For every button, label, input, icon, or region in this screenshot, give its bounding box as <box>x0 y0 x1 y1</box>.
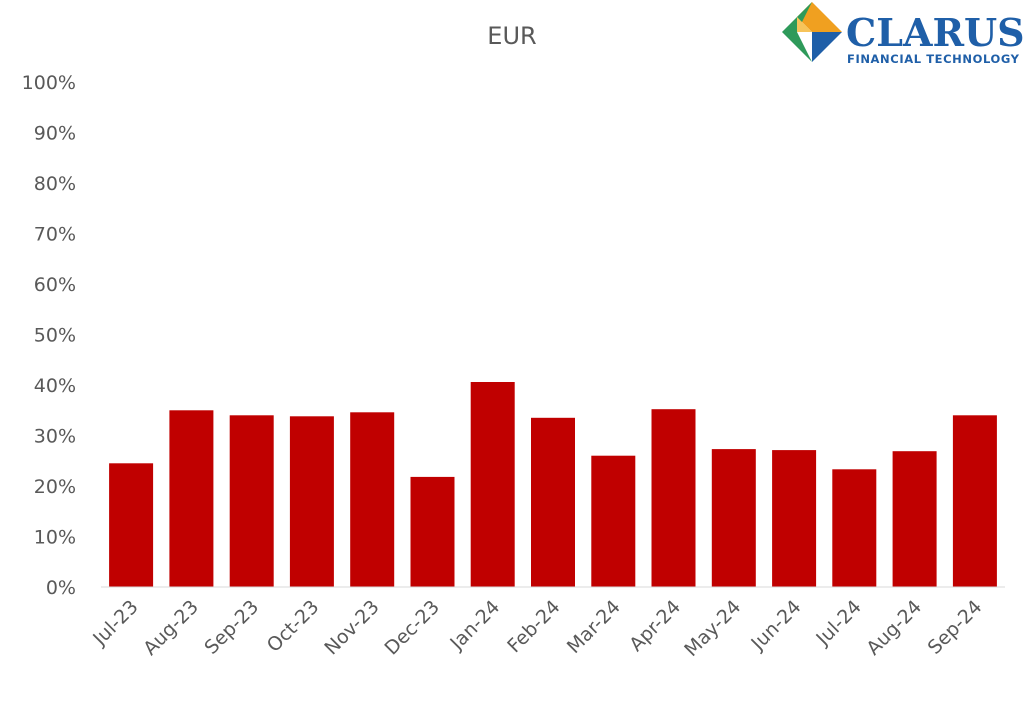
bar-oct-23 <box>289 416 334 587</box>
bar-sep-23 <box>229 415 274 587</box>
y-tick-label: 0% <box>46 577 76 599</box>
bar-feb-24 <box>531 417 575 587</box>
y-tick-label: 10% <box>34 527 76 549</box>
bar-aug-23 <box>169 410 214 588</box>
clarus-logo: CLARUS FINANCIAL TECHNOLOGY <box>782 2 1024 66</box>
bar-mar-24 <box>591 455 636 587</box>
x-tick-label: Jun-24 <box>746 596 805 655</box>
x-tick-label: Oct-23 <box>263 596 324 657</box>
x-tick-label: Aug-23 <box>139 596 203 660</box>
x-tick-label: Jul-23 <box>88 596 142 650</box>
x-tick-label: May-24 <box>680 596 745 661</box>
y-tick-label: 60% <box>34 274 76 296</box>
bar-jul-24 <box>832 469 877 587</box>
x-tick-label: Sep-24 <box>924 596 987 659</box>
logo-wordmark: CLARUS <box>846 10 1024 55</box>
bar-sep-24 <box>952 415 997 587</box>
bar-nov-23 <box>350 412 395 587</box>
x-tick-label: Jan-24 <box>445 596 504 655</box>
y-tick-label: 70% <box>34 224 76 246</box>
x-tick-label: Feb-24 <box>503 596 564 657</box>
y-tick-label: 90% <box>34 123 76 145</box>
x-tick-label: Aug-24 <box>862 596 926 660</box>
y-tick-label: 20% <box>34 476 76 498</box>
y-tick-label: 100% <box>22 72 76 94</box>
bar-jan-24 <box>470 382 515 587</box>
x-tick-label: Jul-24 <box>811 596 865 650</box>
y-axis-ticks: 0% 10% 20% 30% 40% 50% 60% 70% 80% 90% 100% <box>22 72 76 599</box>
y-tick-label: 30% <box>34 426 76 448</box>
clarus-logo-mark-icon <box>782 2 842 62</box>
bar-apr-24 <box>651 409 696 587</box>
bar-may-24 <box>711 449 756 587</box>
bar-dec-23 <box>410 476 455 587</box>
x-tick-label: Apr-24 <box>625 596 685 656</box>
bar-jun-24 <box>772 450 817 587</box>
x-tick-label: Sep-23 <box>200 596 263 659</box>
bar-aug-24 <box>892 451 937 587</box>
x-tick-label: Dec-23 <box>380 596 444 660</box>
x-tick-label: Nov-23 <box>320 596 383 659</box>
x-tick-label: Mar-24 <box>563 596 625 658</box>
bars <box>109 382 997 588</box>
chart-title: EUR <box>487 22 536 50</box>
bar-jul-23 <box>109 463 154 587</box>
y-tick-label: 80% <box>34 173 76 195</box>
y-tick-label: 40% <box>34 375 76 397</box>
logo-tagline: FINANCIAL TECHNOLOGY <box>847 52 1020 66</box>
y-tick-label: 50% <box>34 325 76 347</box>
